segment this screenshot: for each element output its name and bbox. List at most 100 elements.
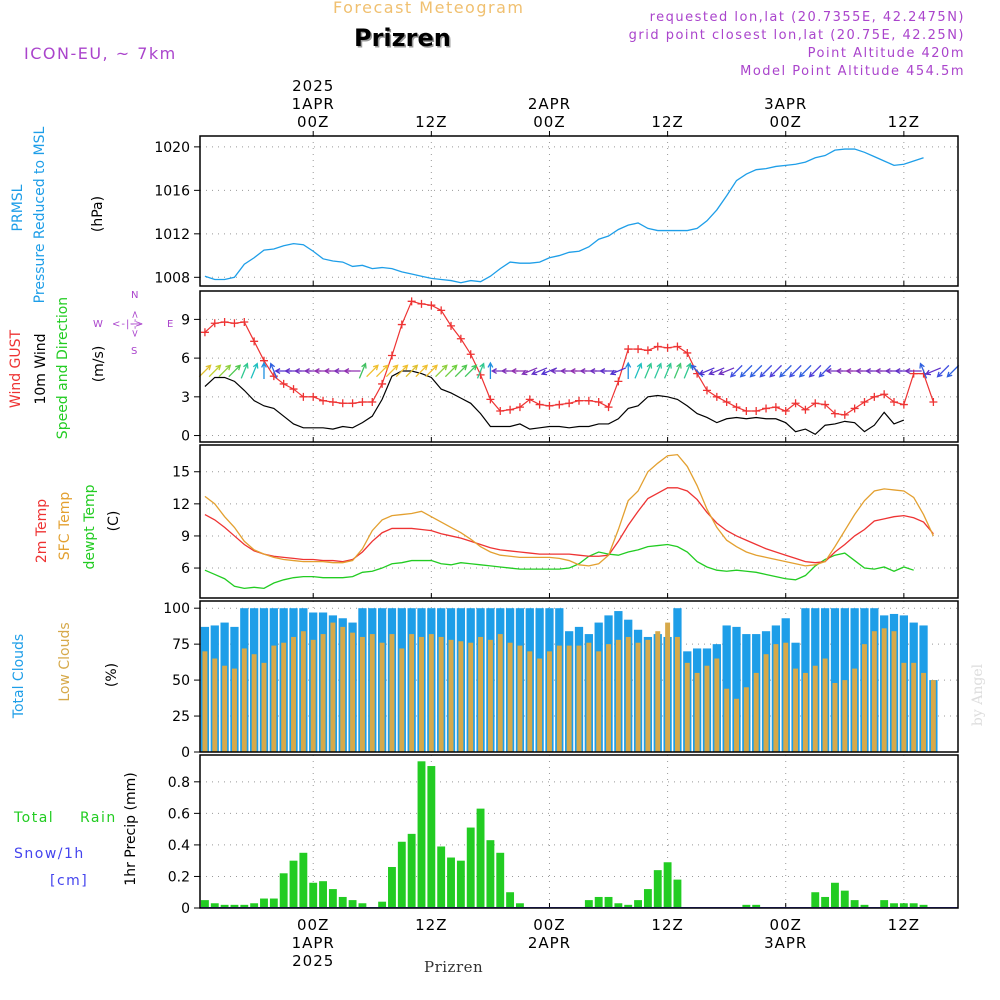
wind-direction-arrow — [261, 361, 267, 380]
wind-direction-arrow — [779, 364, 792, 378]
low-cloud-bar — [409, 634, 415, 752]
ytick-label-temp: 12 — [172, 497, 190, 513]
low-cloud-bar — [271, 645, 277, 752]
low-cloud-bar — [832, 682, 838, 752]
wind-direction-arrow — [464, 364, 478, 378]
wind-direction-arrow — [250, 362, 259, 379]
panel-frame-temp — [199, 444, 959, 599]
wind-direction-arrow — [919, 362, 928, 379]
wind-direction-arrow — [946, 364, 960, 378]
rain-bar — [279, 873, 288, 908]
low-cloud-bar — [517, 645, 523, 752]
rain-bar — [486, 840, 495, 908]
rain-bar — [299, 852, 308, 908]
low-cloud-bar — [802, 672, 808, 752]
gridpoint-coords: grid point closest lon,lat (20.75E, 42.2… — [628, 28, 965, 43]
top-axis-year: 2025 — [292, 77, 334, 95]
gust-marker — [289, 385, 298, 394]
rain-bar — [742, 904, 751, 908]
footer-location: Prizren — [424, 958, 484, 976]
low-cloud-bar — [901, 662, 907, 752]
total-cloud-bar — [732, 626, 741, 752]
compass-w: W — [93, 319, 103, 330]
label-rain: Rain — [80, 810, 117, 826]
rain-bar — [338, 896, 347, 908]
low-cloud-bar — [694, 672, 700, 752]
low-cloud-bar — [645, 639, 651, 752]
model-altitude: Model Point Altitude 454.5m — [740, 64, 965, 79]
rain-bar — [289, 860, 298, 908]
low-cloud-bar — [458, 641, 464, 752]
low-cloud-bar — [497, 634, 503, 752]
gust-marker — [486, 395, 495, 404]
gust-marker — [210, 319, 219, 328]
wind-direction-arrow — [521, 367, 538, 376]
wind-direction-arrow — [269, 362, 278, 379]
wind-direction-arrow — [904, 368, 922, 374]
low-cloud-bar — [527, 651, 533, 752]
low-cloud-bar — [251, 654, 257, 752]
rain-bar — [850, 900, 859, 908]
wind-direction-arrow — [654, 362, 662, 379]
wind-direction-arrow — [530, 367, 548, 376]
rain-bar — [496, 852, 505, 908]
gust-marker — [683, 348, 692, 357]
requested-coords: requested lon,lat (20.7355E, 42.2475N) — [649, 10, 965, 25]
wind-direction-arrow — [683, 362, 692, 379]
rain-bar — [919, 904, 928, 908]
rain-bar — [909, 903, 918, 908]
rain-bar — [594, 896, 603, 908]
rain-bar — [476, 808, 485, 908]
gust-marker — [791, 399, 800, 408]
gust-marker — [506, 405, 515, 414]
wind-direction-arrow — [376, 364, 389, 378]
rain-bar — [653, 870, 662, 908]
bottom-axis-time: 00Z — [297, 916, 329, 934]
gust-marker — [279, 379, 288, 388]
low-cloud-bar — [320, 634, 326, 752]
rain-bar — [752, 904, 761, 908]
wind-direction-arrow — [435, 364, 448, 378]
panel-bg-temp — [200, 445, 958, 598]
gust-marker — [899, 400, 908, 409]
wind-direction-arrow — [228, 364, 242, 378]
gust-marker — [663, 343, 672, 352]
rain-bar — [309, 882, 318, 908]
wind-direction-arrow — [240, 362, 249, 379]
gust-marker — [742, 407, 751, 416]
rain-bar — [358, 903, 367, 908]
gust-marker — [240, 317, 249, 326]
bottom-axis-date: 3APR — [764, 934, 807, 952]
gust-marker — [762, 404, 771, 413]
panel-bg-pressure — [200, 136, 958, 286]
top-axis-time: 00Z — [533, 113, 565, 131]
low-cloud-bar — [300, 631, 306, 752]
label-total: Total — [14, 810, 55, 826]
ytick-label-pressure: 1020 — [154, 140, 190, 156]
rain-bar — [417, 761, 426, 908]
rain-bar — [397, 841, 406, 908]
wind-direction-arrow — [609, 367, 627, 376]
wind-direction-arrow — [425, 364, 438, 378]
low-cloud-bar — [714, 658, 720, 752]
point-altitude: Point Altitude 420m — [807, 46, 965, 61]
rain-bar — [899, 903, 908, 908]
low-cloud-bar — [448, 639, 454, 752]
wind-direction-arrow — [405, 364, 419, 378]
total-cloud-bar — [830, 608, 840, 752]
gust-marker — [348, 399, 357, 408]
label-cm: [cm] — [50, 873, 89, 889]
top-axis-date: 3APR — [764, 95, 807, 113]
wind-direction-arrow — [749, 364, 763, 378]
rain-bar — [604, 896, 613, 908]
gust-marker — [771, 403, 780, 412]
low-cloud-bar — [507, 642, 513, 752]
low-cloud-bar — [930, 680, 936, 752]
low-cloud-bar — [222, 665, 228, 752]
ytick-label-clouds: 25 — [172, 709, 190, 725]
bottom-axis-year: 2025 — [292, 952, 334, 970]
gust-marker — [702, 386, 711, 395]
rain-bar — [378, 901, 387, 908]
low-cloud-bar — [241, 648, 247, 752]
